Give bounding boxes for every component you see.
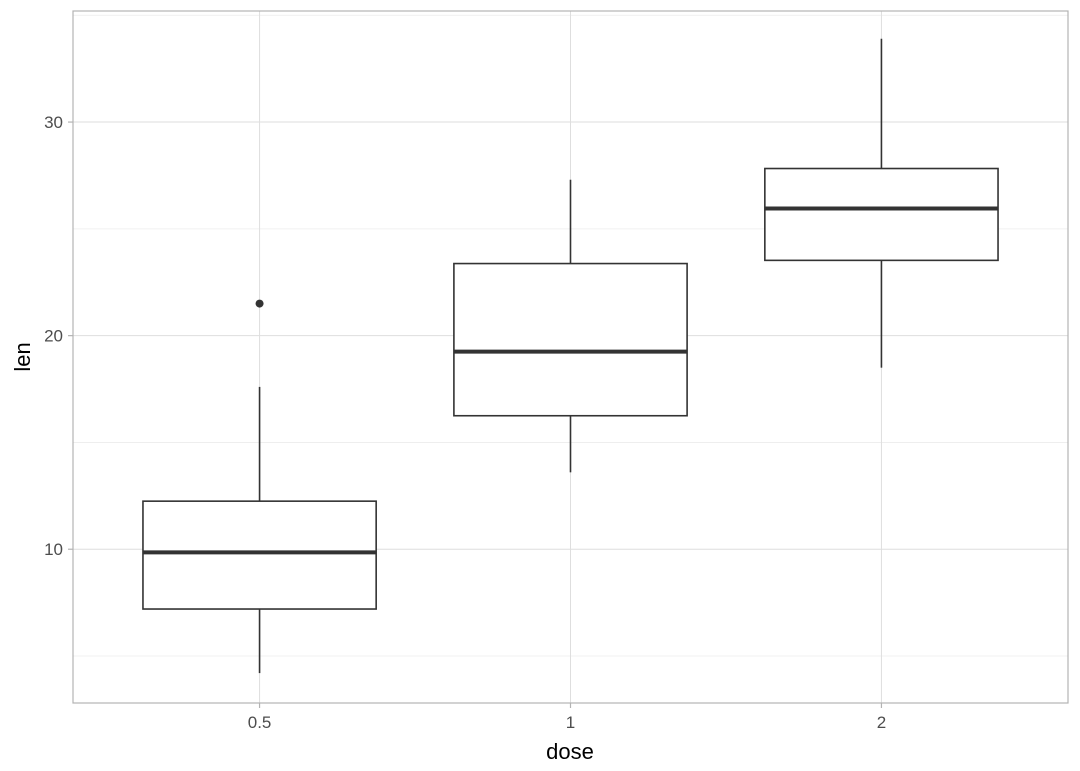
box-0.5 [142, 299, 377, 674]
x-tick-label: 2 [877, 713, 886, 732]
iqr-box [453, 262, 688, 417]
y-tick-label: 10 [44, 540, 63, 559]
axes: 10 20 30 0.5 1 2 [44, 113, 886, 732]
iqr-box [142, 500, 377, 610]
box-2 [764, 38, 999, 368]
x-tick-label: 0.5 [248, 713, 272, 732]
x-tick-label: 1 [566, 713, 575, 732]
y-tick-label: 30 [44, 113, 63, 132]
iqr-box [764, 167, 999, 262]
y-axis-title: len [10, 342, 35, 371]
outlier-point [255, 299, 264, 308]
y-tick-label: 20 [44, 327, 63, 346]
boxes [142, 38, 999, 674]
x-axis-title: dose [546, 739, 594, 764]
box-1 [453, 179, 688, 473]
